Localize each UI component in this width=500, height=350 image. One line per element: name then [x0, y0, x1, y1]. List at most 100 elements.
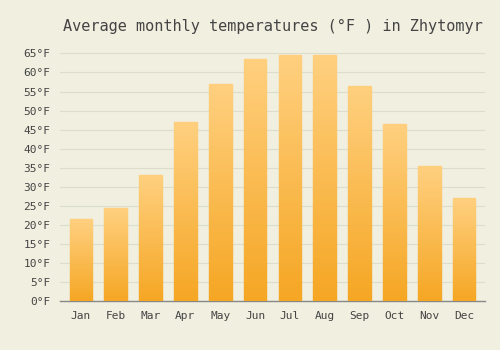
Bar	[453, 217, 475, 219]
Bar	[348, 189, 371, 194]
Bar	[209, 227, 232, 232]
Bar	[70, 237, 92, 239]
Bar	[174, 122, 197, 126]
Bar	[453, 285, 475, 287]
Bar	[453, 241, 475, 243]
Bar	[348, 211, 371, 215]
Bar	[104, 221, 127, 223]
Bar	[383, 202, 406, 205]
Bar	[278, 65, 301, 70]
Bar	[174, 194, 197, 197]
Bar	[244, 248, 266, 253]
Bar	[70, 248, 92, 250]
Bar	[314, 104, 336, 110]
Bar	[140, 268, 162, 271]
Bar	[174, 154, 197, 158]
Bar	[104, 277, 127, 279]
Bar	[418, 166, 440, 168]
Bar	[418, 255, 440, 258]
Bar	[209, 88, 232, 93]
Bar	[104, 217, 127, 219]
Bar	[348, 262, 371, 267]
Bar	[104, 251, 127, 252]
Bar	[314, 237, 336, 242]
Bar	[348, 125, 371, 129]
Bar	[383, 251, 406, 255]
Bar	[314, 60, 336, 65]
Bar	[453, 227, 475, 229]
Bar	[70, 298, 92, 299]
Bar	[209, 162, 232, 166]
Bar	[140, 241, 162, 243]
Bar	[453, 235, 475, 237]
Bar	[174, 147, 197, 150]
Bar	[453, 219, 475, 221]
Bar	[209, 166, 232, 171]
Bar	[278, 267, 301, 272]
Bar	[244, 103, 266, 107]
Bar	[70, 293, 92, 294]
Bar	[453, 262, 475, 264]
Bar	[244, 190, 266, 195]
Bar	[174, 172, 197, 176]
Bar	[278, 296, 301, 301]
Bar	[418, 231, 440, 233]
Bar	[104, 294, 127, 295]
Bar	[314, 99, 336, 104]
Bar	[140, 220, 162, 223]
Bar	[140, 188, 162, 190]
Bar	[209, 297, 232, 301]
Bar	[453, 291, 475, 293]
Bar	[244, 267, 266, 272]
Bar	[418, 293, 440, 296]
Bar	[244, 277, 266, 282]
Bar	[209, 292, 232, 297]
Bar	[278, 75, 301, 80]
Bar	[314, 203, 336, 208]
Bar	[104, 269, 127, 271]
Bar	[209, 171, 232, 175]
Bar	[104, 234, 127, 236]
Bar	[104, 210, 127, 211]
Bar	[418, 182, 440, 185]
Bar	[348, 150, 371, 155]
Bar	[174, 126, 197, 129]
Bar	[348, 112, 371, 116]
Bar	[209, 262, 232, 266]
Bar	[244, 141, 266, 146]
Bar	[314, 198, 336, 203]
Bar	[348, 99, 371, 103]
Bar	[314, 94, 336, 99]
Bar	[418, 193, 440, 196]
Bar	[209, 175, 232, 180]
Bar	[418, 179, 440, 182]
Bar	[383, 255, 406, 259]
Bar	[453, 229, 475, 231]
Bar	[348, 219, 371, 224]
Bar	[209, 93, 232, 97]
Bar	[383, 124, 406, 127]
Bar	[140, 266, 162, 268]
Bar	[70, 257, 92, 258]
Bar	[244, 151, 266, 156]
Bar	[278, 227, 301, 232]
Bar	[314, 70, 336, 75]
Bar	[209, 210, 232, 214]
Bar	[104, 249, 127, 251]
Bar	[209, 123, 232, 127]
Bar	[453, 260, 475, 262]
Bar	[140, 186, 162, 188]
Bar	[104, 266, 127, 267]
Bar	[104, 232, 127, 234]
Bar	[70, 296, 92, 298]
Bar	[453, 215, 475, 217]
Bar	[174, 190, 197, 194]
Bar	[418, 168, 440, 171]
Bar	[453, 268, 475, 270]
Bar	[140, 246, 162, 248]
Bar	[209, 266, 232, 271]
Bar	[244, 59, 266, 64]
Bar	[278, 252, 301, 257]
Bar	[383, 230, 406, 234]
Bar	[104, 267, 127, 269]
